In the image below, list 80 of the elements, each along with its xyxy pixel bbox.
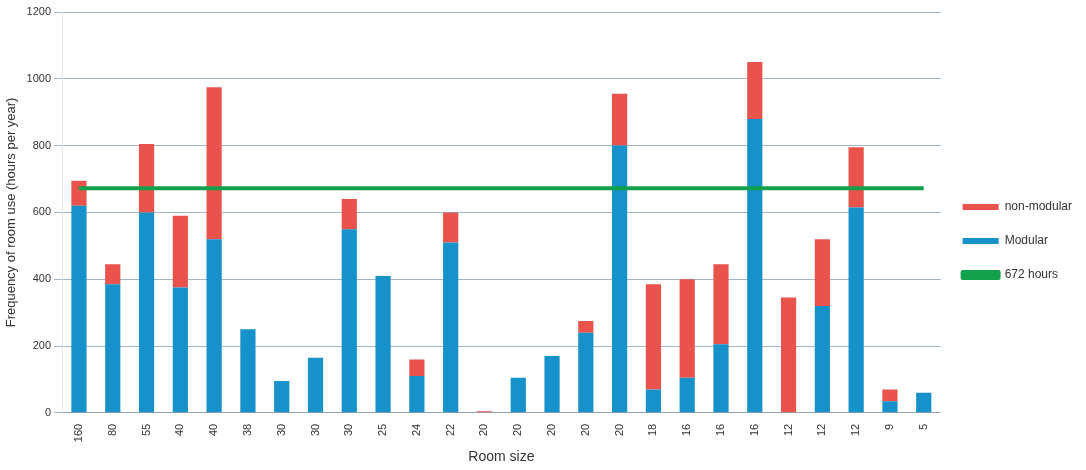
bar: [578, 320, 594, 333]
bar: [814, 305, 830, 413]
bar: [409, 376, 425, 413]
bar: [612, 93, 628, 146]
bar: [206, 239, 222, 413]
bar: [71, 205, 87, 413]
y-tick-label: 400: [32, 272, 52, 285]
bar: [679, 377, 695, 413]
bar: [172, 215, 188, 288]
bar: [544, 356, 560, 413]
x-tick-label: 12: [781, 423, 794, 437]
bar: [882, 401, 898, 413]
bar: [916, 392, 932, 413]
bar: [138, 143, 155, 213]
bar: [713, 344, 729, 413]
bar: [105, 284, 121, 413]
x-tick-label: 12: [849, 423, 862, 437]
x-tick-label: 16: [714, 423, 727, 437]
x-tick-label: 24: [409, 423, 422, 437]
x-tick-label: 20: [578, 423, 591, 437]
y-tick-label: 0: [44, 405, 52, 418]
x-tick-label: 25: [376, 423, 389, 437]
y-tick-label: 200: [32, 339, 52, 352]
bar: [443, 212, 459, 243]
x-tick-label: 12: [815, 423, 828, 437]
x-tick-label: 20: [545, 423, 558, 437]
legend-label: 672 hours: [1004, 267, 1058, 282]
bar: [814, 239, 830, 306]
bar: [341, 199, 357, 230]
bar: [172, 287, 188, 413]
bar: [375, 275, 391, 413]
legend-label: non-modular: [1004, 199, 1072, 214]
bar: [206, 87, 222, 240]
x-tick-label: 55: [139, 423, 152, 437]
bar: [274, 381, 290, 413]
bar: [409, 359, 425, 377]
bar: [848, 147, 864, 208]
x-axis-title: Room size: [468, 448, 535, 465]
x-tick-label: 16: [747, 423, 760, 437]
x-tick-label: 40: [173, 423, 186, 437]
bar: [341, 229, 357, 413]
bar: [679, 279, 695, 378]
bar: [240, 329, 256, 413]
legend-label: Modular: [1004, 233, 1048, 248]
bar: [612, 145, 628, 413]
y-tick-label: 600: [32, 205, 52, 218]
x-tick-label: 16: [680, 423, 693, 437]
x-tick-label: 22: [443, 423, 456, 437]
bar: [138, 212, 155, 413]
x-tick-label: 30: [308, 423, 321, 437]
bar: [105, 264, 121, 285]
x-tick-label: 5: [916, 423, 929, 430]
x-tick-label: 160: [72, 423, 84, 443]
x-tick-label: 20: [612, 423, 625, 437]
bar: [307, 357, 324, 413]
bar: [645, 284, 662, 390]
x-tick-label: 30: [274, 423, 287, 437]
x-tick-label: 30: [342, 423, 355, 437]
y-axis-title: Frequency of room use (hours per year): [3, 97, 19, 328]
bar: [747, 62, 763, 119]
x-tick-label: 20: [477, 423, 490, 437]
y-tick-label: 1000: [26, 71, 52, 84]
x-tick-label: 40: [207, 423, 220, 437]
y-tick-label: 1200: [26, 5, 52, 18]
x-tick-label: 20: [511, 423, 524, 437]
bar: [578, 332, 594, 413]
bar: [71, 180, 87, 206]
bar: [848, 207, 864, 413]
x-tick-label: 38: [240, 423, 253, 437]
x-tick-label: 9: [882, 423, 895, 430]
y-tick-label: 800: [32, 138, 52, 151]
bar: [780, 297, 797, 413]
bar: [443, 242, 459, 413]
x-tick-label: 18: [646, 423, 659, 437]
bar: [882, 389, 898, 402]
bar: [713, 264, 729, 345]
bar: [747, 118, 763, 413]
bar: [645, 389, 662, 413]
bar: [510, 377, 526, 413]
x-tick-label: 80: [105, 423, 118, 437]
